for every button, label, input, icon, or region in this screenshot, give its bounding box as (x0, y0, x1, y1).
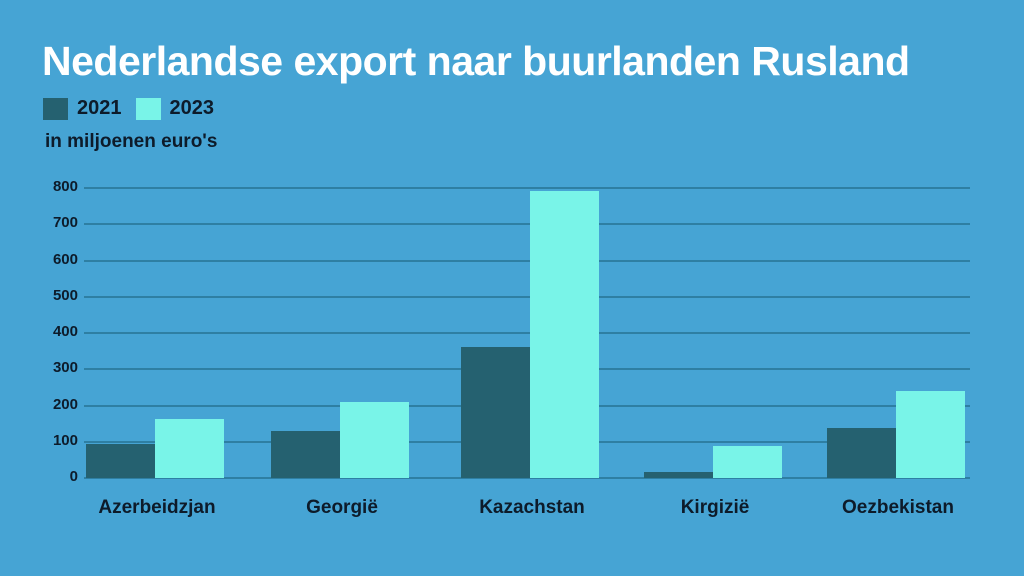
gridline (84, 187, 970, 189)
y-tick-label: 700 (52, 214, 78, 232)
bar-2023 (340, 401, 409, 478)
bar-2023 (896, 391, 965, 478)
bar-2023 (530, 190, 599, 478)
bar-2021 (86, 443, 155, 478)
y-tick-label: 500 (52, 286, 78, 304)
x-tick-label: Oezbekistan (842, 497, 954, 518)
bar-2021 (461, 347, 530, 478)
x-tick-label: Kazachstan (479, 497, 585, 518)
y-tick-label: 300 (52, 359, 78, 377)
plot-area (84, 187, 970, 479)
legend-label-2023: 2023 (169, 97, 215, 119)
legend-swatch-2023 (135, 97, 161, 120)
legend-swatch-2021 (43, 97, 68, 120)
y-tick-label: 200 (52, 395, 78, 413)
y-tick-label: 100 (52, 431, 78, 449)
x-tick-label: Kirgizië (680, 497, 750, 518)
y-tick-label: 800 (52, 178, 78, 195)
legend: 2021 2023 (43, 97, 228, 120)
bar-2021 (644, 471, 713, 478)
gridline (84, 477, 970, 479)
gridline (84, 332, 970, 334)
bar-2021 (827, 427, 896, 478)
y-tick-label: 600 (52, 250, 78, 268)
x-tick-label: Azerbeidzjan (98, 497, 216, 518)
gridline (84, 259, 970, 262)
bar-2021 (271, 430, 340, 478)
gridline (84, 295, 970, 298)
chart-title: Nederlandse export naar buurlanden Rusla… (42, 38, 910, 84)
bar-2023 (713, 446, 782, 478)
bar-2023 (155, 418, 224, 478)
x-tick-label: Georgië (306, 497, 378, 518)
gridline (84, 223, 970, 226)
legend-label-2021: 2021 (77, 97, 122, 119)
y-tick-label: 400 (52, 323, 78, 340)
unit-subtitle: in miljoenen euro's (45, 131, 218, 152)
y-tick-label: 0 (69, 468, 78, 485)
